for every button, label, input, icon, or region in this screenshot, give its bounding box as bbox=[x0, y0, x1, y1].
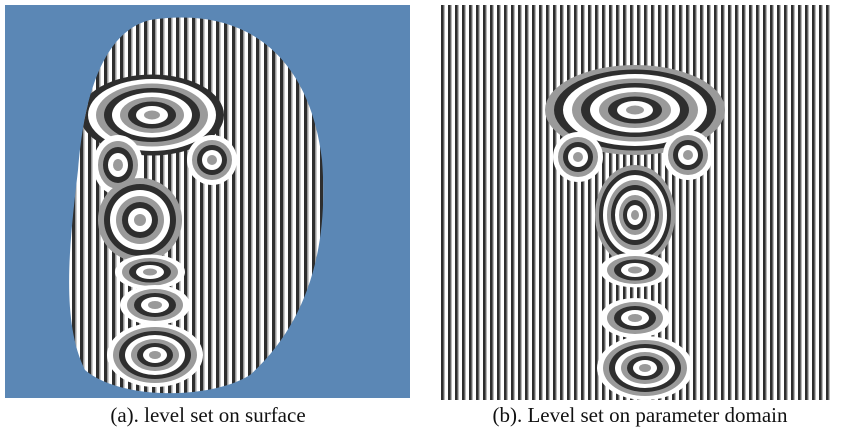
contour bbox=[631, 210, 639, 220]
figure-canvas: (a). level set on surface (b). Level set… bbox=[0, 0, 844, 438]
panel-b-image bbox=[441, 5, 831, 400]
contour bbox=[144, 111, 160, 120]
contour bbox=[573, 152, 583, 162]
panel-a-image bbox=[5, 5, 410, 405]
contour bbox=[143, 269, 157, 276]
contour bbox=[628, 267, 642, 274]
contour bbox=[148, 301, 162, 309]
contour bbox=[628, 314, 642, 322]
caption: (b). Level set on parameter domain bbox=[492, 403, 788, 427]
contour bbox=[639, 364, 651, 372]
figure: (a). level set on surface (b). Level set… bbox=[0, 0, 844, 438]
contour bbox=[113, 159, 123, 171]
contour bbox=[134, 214, 146, 226]
contour bbox=[626, 106, 644, 115]
caption: (a). level set on surface bbox=[110, 403, 305, 427]
contour bbox=[683, 150, 693, 160]
contour bbox=[207, 155, 217, 165]
contour bbox=[149, 351, 161, 359]
